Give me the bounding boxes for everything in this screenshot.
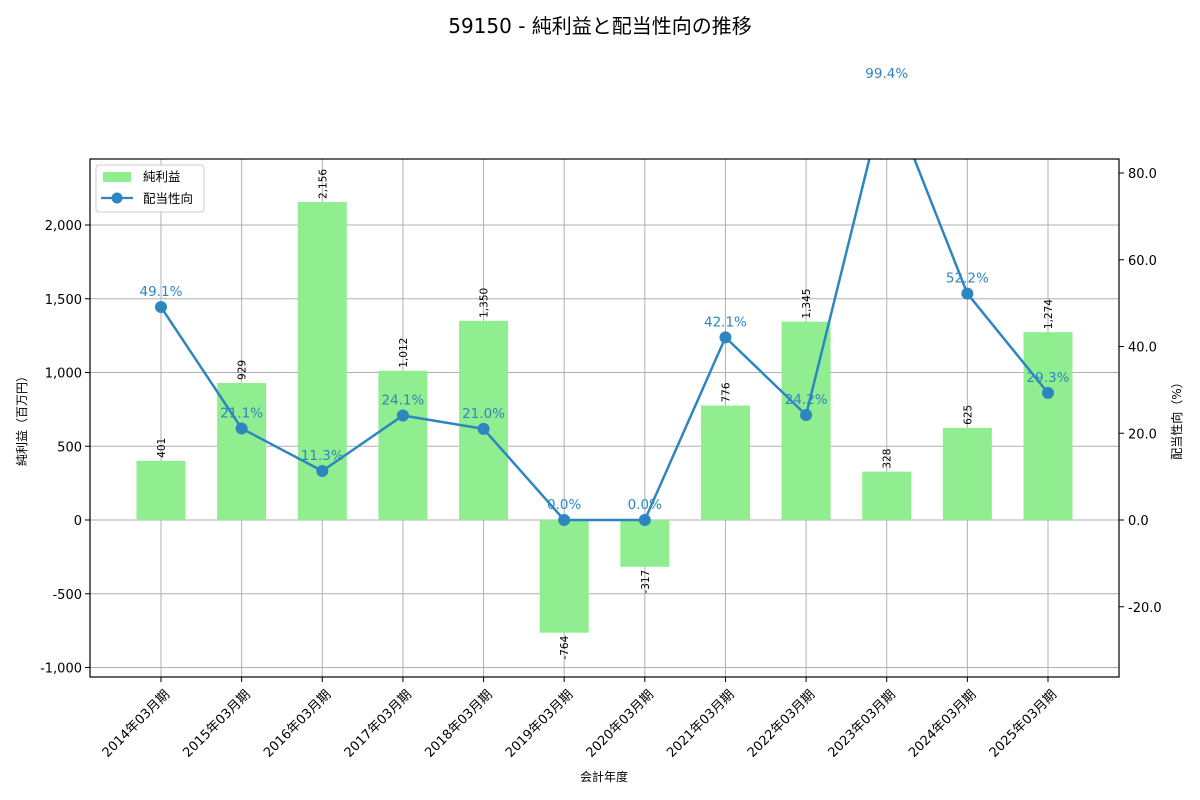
y-tick-label: 1,500 <box>45 293 82 308</box>
x-tick-label: 2022年03月期 <box>745 687 818 760</box>
legend-bar-label: 純利益 <box>143 169 181 184</box>
payout-marker <box>316 464 329 477</box>
payout-marker <box>155 301 167 314</box>
payout-line <box>159 159 1049 522</box>
payout-marker <box>961 287 974 300</box>
bar-value-label: 929 <box>237 360 249 380</box>
payout-marker <box>638 514 651 526</box>
right-y-axis: -20.0 0.0 20.0 40.0 60.0 80.0 <box>1119 167 1162 616</box>
y2-tick-label: -20.0 <box>1128 601 1162 616</box>
legend-line-label: 配当性向 <box>143 191 193 206</box>
bar-value-label: 1,274 <box>1043 299 1055 329</box>
bar-value-label: 1,345 <box>801 289 813 319</box>
payout-value-label: 29.3% <box>1027 370 1070 386</box>
payout-marker <box>800 409 813 422</box>
x-tick-label: 2024年03月期 <box>906 687 979 760</box>
bar <box>700 405 750 520</box>
x-tick-label: 2018年03月期 <box>422 687 495 760</box>
payout-value-label: 49.1% <box>140 284 183 300</box>
payout-value-label: 42.1% <box>704 314 747 330</box>
x-tick-label: 2014年03月期 <box>100 687 173 760</box>
bar <box>1023 332 1073 520</box>
payout-marker <box>719 331 732 344</box>
payout-marker <box>477 422 490 435</box>
x-tick-label: 2015年03月期 <box>180 687 253 760</box>
payout-marker <box>396 409 409 422</box>
x-tick-label: 2021年03月期 <box>664 687 737 760</box>
bar-value-label: 1,012 <box>398 338 410 368</box>
y-tick-label: 1,000 <box>45 367 82 382</box>
x-tick-label: 2016年03月期 <box>261 687 334 760</box>
bar <box>862 471 912 520</box>
payout-value-label: 52.2% <box>946 271 989 287</box>
x-tick-label: 2025年03月期 <box>987 687 1060 760</box>
chart-title: 59150 - 純利益と配当性向の推移 <box>448 14 752 38</box>
y2-tick-label: 40.0 <box>1128 341 1157 356</box>
y2-tick-label: 80.0 <box>1128 167 1157 182</box>
legend-marker-icon <box>111 192 123 204</box>
y-tick-label: 0 <box>74 514 82 529</box>
bar-value-labels: 401 929 2,156 1,012 1,350 -764 -317 776 1,345 328… <box>156 169 1055 660</box>
payout-value-label: 21.0% <box>462 406 505 422</box>
legend: 純利益 配当性向 <box>95 164 205 213</box>
payout-ratio-labels: 49.1% 21.1% 11.3% 24.1% 21.0% 0.0% 0.0% 42.1% 24… <box>140 66 1070 513</box>
x-tick-label: 2020年03月期 <box>584 687 657 760</box>
y-tick-label: 500 <box>57 440 82 455</box>
bar <box>136 460 186 520</box>
payout-value-label: 11.3% <box>301 448 344 464</box>
y2-tick-label: 20.0 <box>1128 427 1157 442</box>
x-tick-label: 2023年03月期 <box>825 687 898 760</box>
payout-marker <box>881 83 893 95</box>
payout-value-label: 0.0% <box>628 497 662 513</box>
bar-value-label: 1,350 <box>479 288 491 318</box>
bar-value-label: 776 <box>720 382 732 402</box>
bar-value-label: -317 <box>640 570 652 594</box>
x-axis: 2014年03月期 2015年03月期 2016年03月期 2017年03月期 2018… <box>100 677 1060 761</box>
y-tick-label: -500 <box>52 588 82 603</box>
bar <box>378 370 428 520</box>
plot-frame <box>89 158 1120 678</box>
bar-value-label: 625 <box>962 405 974 425</box>
bar-value-label: 401 <box>156 438 168 458</box>
payout-marker <box>235 422 248 435</box>
right-y-axis-title: 配当性向（%） <box>1169 376 1184 459</box>
y-tick-label: 2,000 <box>45 219 82 234</box>
payout-marker <box>1042 386 1054 399</box>
x-axis-title: 会計年度 <box>580 769 628 784</box>
bar <box>620 520 670 567</box>
x-tick-label: 2019年03月期 <box>503 687 576 760</box>
payout-marker <box>558 514 571 526</box>
bar <box>539 520 589 633</box>
grid-lines <box>90 159 1119 677</box>
y-tick-label: -1,000 <box>40 662 82 677</box>
left-y-axis: -1,000 -500 0 500 1,000 1,500 2,000 <box>40 219 90 677</box>
payout-value-label: 0.0% <box>547 497 581 513</box>
bar <box>942 427 992 520</box>
payout-value-label: 21.1% <box>220 405 263 421</box>
y2-tick-label: 60.0 <box>1128 254 1157 269</box>
bar <box>459 320 509 520</box>
payout-ratio-line <box>155 83 1054 526</box>
bar-value-label: -764 <box>559 635 571 659</box>
x-tick-label: 2017年03月期 <box>342 687 415 760</box>
payout-value-label: 99.4% <box>865 66 908 82</box>
payout-value-label: 24.2% <box>785 392 828 408</box>
legend-bar-swatch-icon <box>103 172 131 182</box>
bar-value-label: 328 <box>882 449 894 469</box>
net-income-bars <box>136 201 1073 633</box>
bar-value-label: 2,156 <box>317 169 329 199</box>
left-y-axis-title: 純利益（百万円） <box>15 370 29 466</box>
payout-value-label: 24.1% <box>381 392 424 408</box>
y2-tick-label: 0.0 <box>1128 514 1149 529</box>
